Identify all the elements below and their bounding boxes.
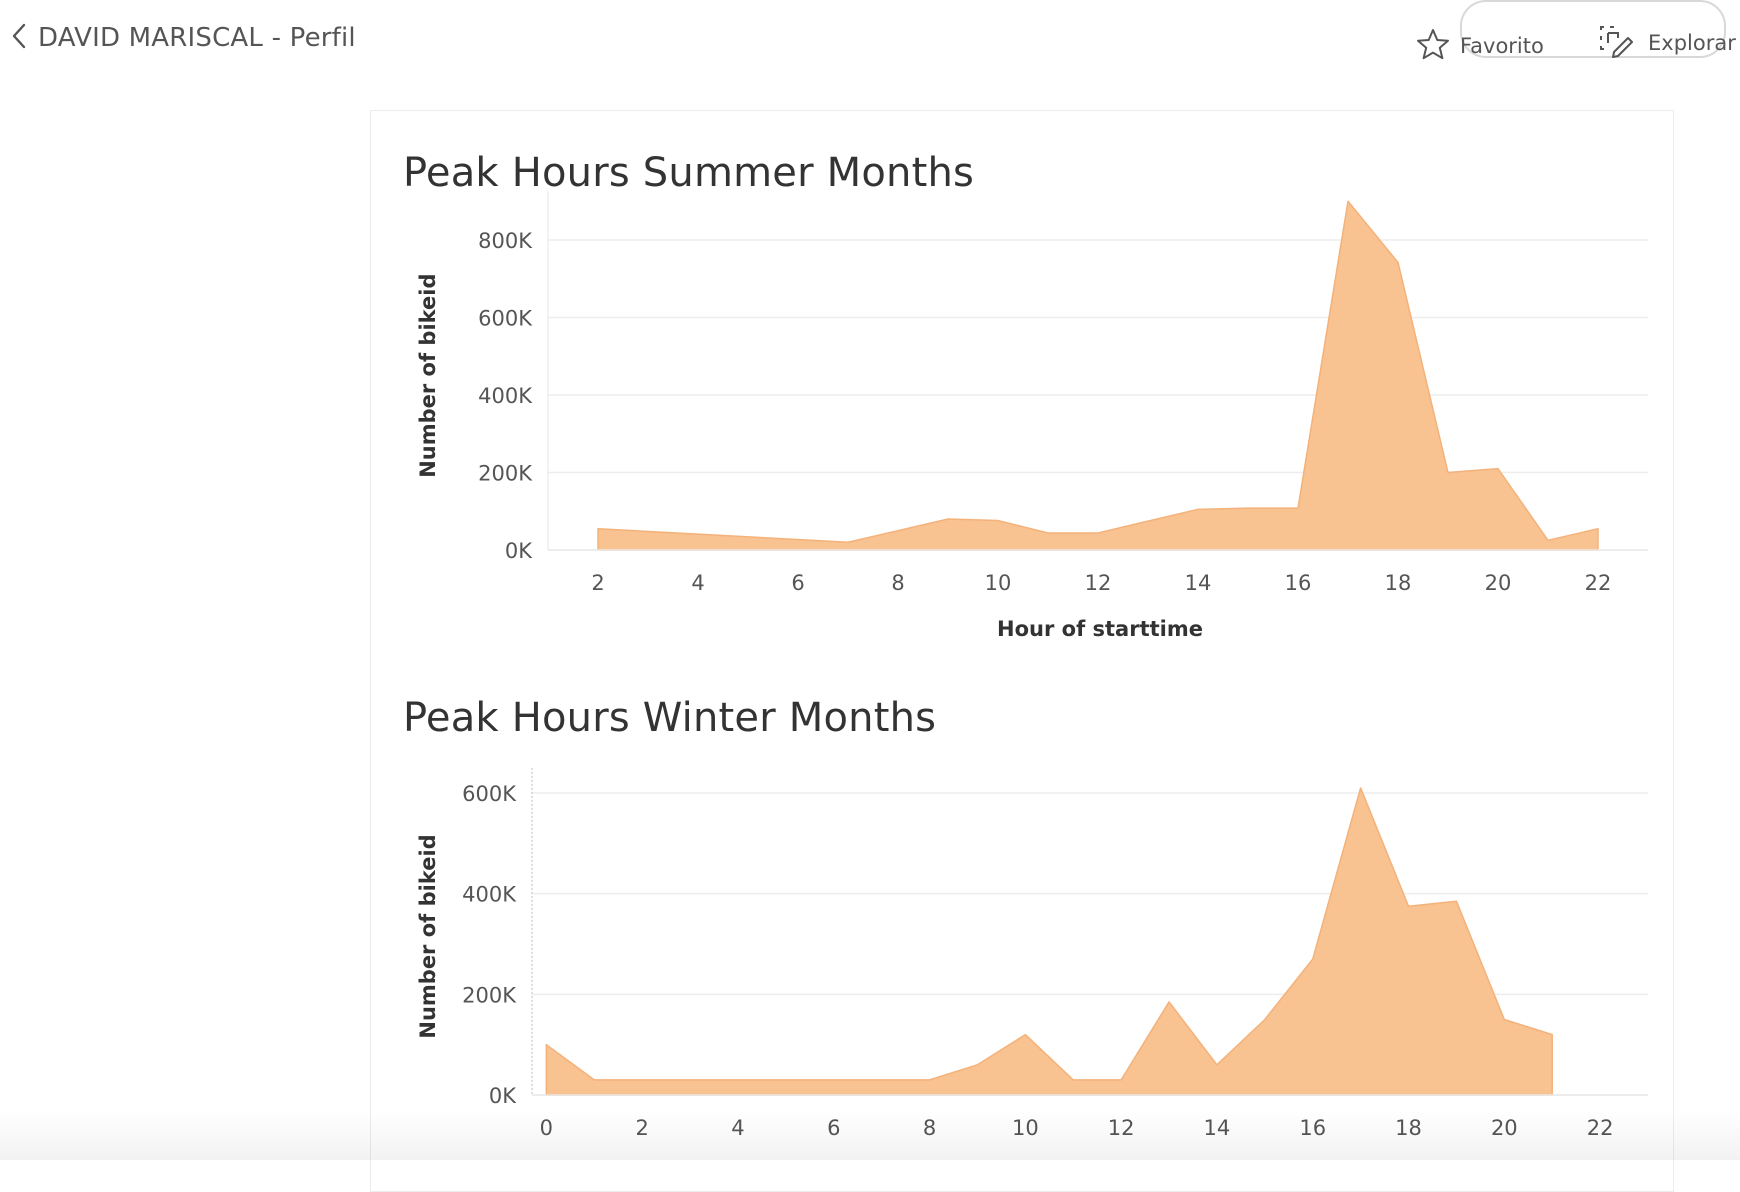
x-tick-label-winter: 16 bbox=[1299, 1116, 1326, 1140]
y-axis-title-winter: Number of bikeid bbox=[416, 834, 440, 1038]
x-tick-label-winter: 18 bbox=[1395, 1116, 1422, 1140]
x-tick-label-winter: 0 bbox=[540, 1116, 553, 1140]
y-tick-label-winter: 200K bbox=[462, 983, 517, 1007]
x-tick-label-winter: 22 bbox=[1587, 1116, 1614, 1140]
x-tick-label-winter: 6 bbox=[827, 1116, 840, 1140]
x-tick-label-winter: 12 bbox=[1108, 1116, 1135, 1140]
y-tick-label-winter: 0K bbox=[489, 1084, 517, 1108]
x-tick-label-winter: 10 bbox=[1012, 1116, 1039, 1140]
x-tick-label-winter: 4 bbox=[731, 1116, 744, 1140]
area-series-winter bbox=[546, 788, 1552, 1095]
winter-area-chart: 0K 200K 400K 600K 0 2 4 6 8 10 12 14 16 18 20 22 Number … bbox=[0, 0, 1740, 1160]
x-tick-label-winter: 8 bbox=[923, 1116, 936, 1140]
x-tick-label-winter: 20 bbox=[1491, 1116, 1518, 1140]
x-tick-label-winter: 14 bbox=[1204, 1116, 1231, 1140]
x-tick-label-winter: 2 bbox=[635, 1116, 648, 1140]
y-tick-label-winter: 600K bbox=[462, 782, 517, 806]
y-tick-label-winter: 400K bbox=[462, 883, 517, 907]
